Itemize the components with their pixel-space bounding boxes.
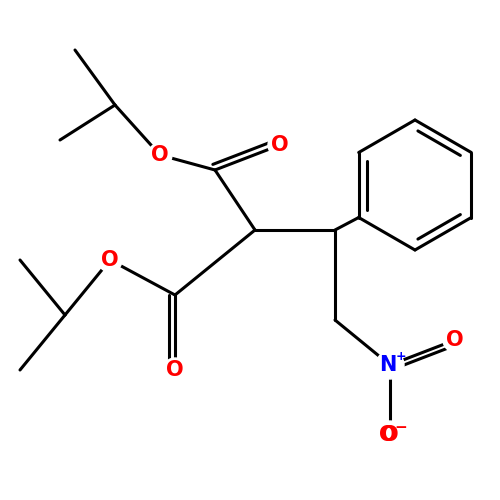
Circle shape xyxy=(268,133,292,157)
Text: O: O xyxy=(271,135,289,155)
Text: +: + xyxy=(396,350,406,364)
Circle shape xyxy=(376,351,404,379)
Circle shape xyxy=(443,328,467,352)
Circle shape xyxy=(376,421,404,449)
Text: O: O xyxy=(381,425,399,445)
Text: O: O xyxy=(151,145,169,165)
Text: N: N xyxy=(380,355,396,375)
Text: O: O xyxy=(379,425,397,445)
Text: O: O xyxy=(446,330,464,350)
Circle shape xyxy=(148,143,172,167)
Text: O: O xyxy=(166,360,184,380)
Text: −: − xyxy=(394,420,407,434)
Circle shape xyxy=(378,423,402,447)
Circle shape xyxy=(98,248,122,272)
Circle shape xyxy=(163,358,187,382)
Text: O: O xyxy=(101,250,119,270)
